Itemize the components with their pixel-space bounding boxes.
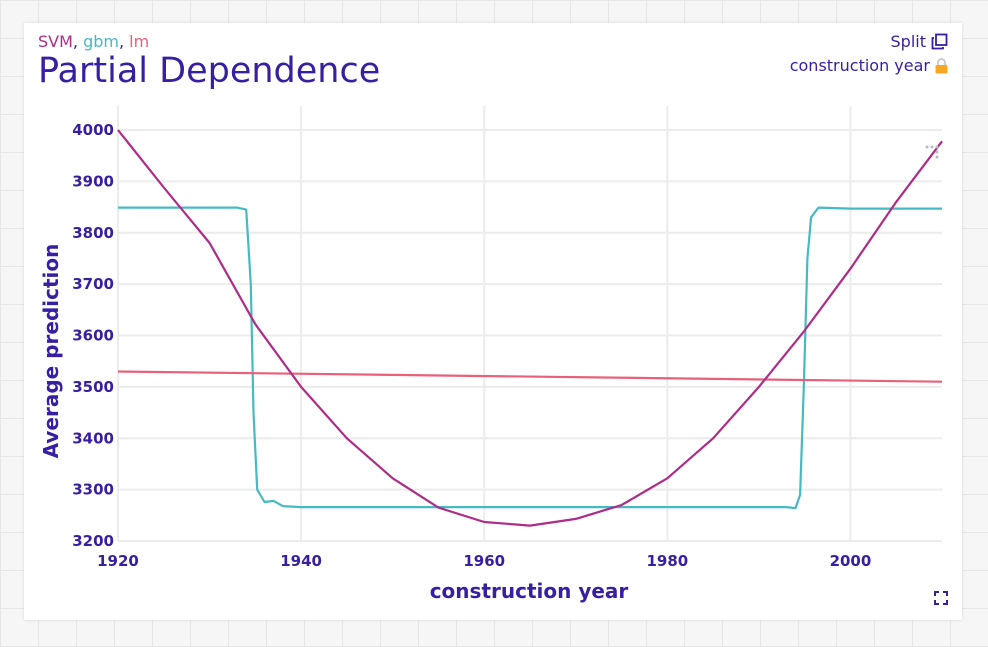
legend-lm: lm xyxy=(129,32,150,51)
split-label: Split xyxy=(890,32,926,51)
lock-icon[interactable] xyxy=(935,57,948,74)
x-tick-label: 2000 xyxy=(830,552,872,570)
expand-icon[interactable] xyxy=(934,590,948,605)
x-tick-label: 1920 xyxy=(97,552,139,570)
x-tick-label: 1980 xyxy=(646,552,688,570)
variable-selector[interactable]: construction year xyxy=(790,56,948,75)
series-line-svm xyxy=(117,129,943,527)
copy-icon xyxy=(931,33,948,50)
model-legend: SVM, gbm, lm xyxy=(38,32,149,51)
x-tick-label: 1960 xyxy=(463,552,505,570)
split-button[interactable]: Split xyxy=(891,32,948,51)
drag-dots-icon[interactable] xyxy=(925,145,943,163)
y-tick-label: 4000 xyxy=(72,121,114,139)
variable-label: construction year xyxy=(789,56,930,75)
x-tick-label: 1940 xyxy=(280,552,322,570)
legend-svm: SVM xyxy=(38,32,73,51)
pd-chart: 3200 3300 3400 3500 3600 3700 3800 3900 4000 192… xyxy=(39,106,943,603)
series-line-gbm xyxy=(118,206,942,510)
page-title: Partial Dependence xyxy=(38,51,381,91)
x-tick-labels: 1920 1940 1960 1980 2000 xyxy=(97,552,871,570)
y-tick-label: 3400 xyxy=(72,429,114,447)
grid-lines xyxy=(117,106,942,542)
legend-gbm: gbm xyxy=(83,32,119,51)
y-tick-label: 3300 xyxy=(72,481,114,499)
legend-separator: , xyxy=(118,32,130,51)
y-tick-label: 3800 xyxy=(72,224,114,242)
y-tick-labels: 3200 3300 3400 3500 3600 3700 3800 3900 4000 xyxy=(72,121,114,550)
y-tick-label: 3200 xyxy=(72,532,114,550)
chart-panel: SVM, gbm, lm Partial Dependence Split co… xyxy=(24,23,962,620)
y-tick-label: 3900 xyxy=(72,172,114,190)
legend-separator: , xyxy=(72,32,84,51)
series-lines xyxy=(117,129,943,527)
y-axis-title: Average prediction xyxy=(39,244,63,459)
x-axis-title: construction year xyxy=(430,579,629,603)
y-tick-label: 3500 xyxy=(72,378,114,396)
series-line-lm xyxy=(117,370,943,383)
y-tick-label: 3700 xyxy=(72,275,114,293)
y-tick-label: 3600 xyxy=(72,327,114,345)
